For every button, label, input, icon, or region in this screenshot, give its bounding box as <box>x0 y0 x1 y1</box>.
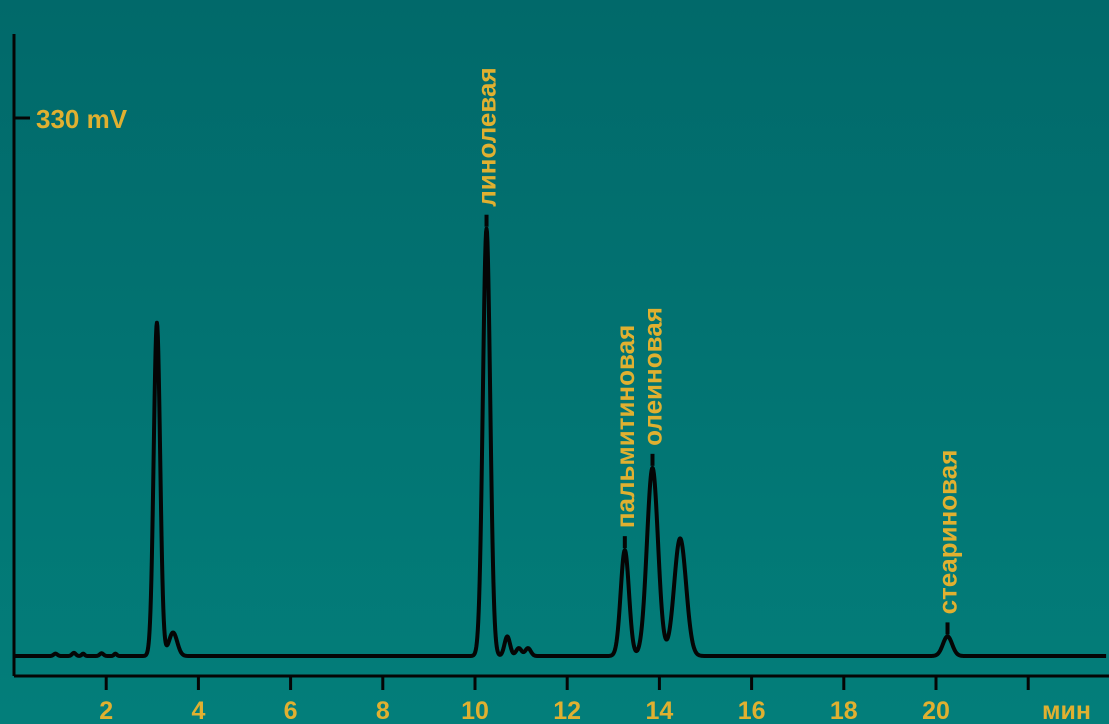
x-tick-label: 20 <box>922 697 950 724</box>
x-tick-label: 16 <box>738 697 766 724</box>
x-tick-label: 12 <box>553 697 581 724</box>
peak-label: олеиновая <box>637 307 667 446</box>
x-tick-labels: 2 4 6 8 10 12 14 16 18 20 <box>99 697 950 724</box>
peak-label: пальмитиновая <box>610 325 640 528</box>
peak-markers <box>484 214 950 635</box>
chromatogram-trace <box>12 226 1108 658</box>
x-tick-label: 4 <box>191 697 205 724</box>
x-tick-label: 2 <box>99 697 113 724</box>
x-tick-label: 8 <box>376 697 390 724</box>
x-ticks <box>104 676 1030 690</box>
x-tick-label: 10 <box>461 697 489 724</box>
x-tick-label: 6 <box>284 697 298 724</box>
x-tick-label: 18 <box>830 697 858 724</box>
peak-label: стеариновая <box>933 450 963 615</box>
x-tick-label: 14 <box>645 697 673 724</box>
axes <box>12 34 1109 678</box>
peak-label: линолевая <box>472 67 502 206</box>
x-unit-label: мин <box>1042 697 1091 724</box>
y-marker-label: 330 mV <box>36 104 128 134</box>
